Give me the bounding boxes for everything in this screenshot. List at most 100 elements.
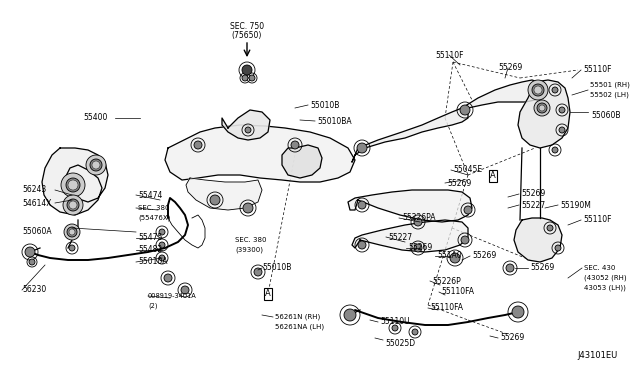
Text: 55269: 55269 xyxy=(500,334,524,343)
Text: 55227: 55227 xyxy=(521,201,545,209)
Text: 55045E: 55045E xyxy=(453,166,482,174)
Circle shape xyxy=(512,306,524,318)
Circle shape xyxy=(559,107,565,113)
Text: 55110FA: 55110FA xyxy=(430,304,463,312)
Text: 55269: 55269 xyxy=(447,179,471,187)
Circle shape xyxy=(358,241,366,249)
Text: (75650): (75650) xyxy=(232,31,262,40)
Circle shape xyxy=(464,206,472,214)
Circle shape xyxy=(414,244,422,252)
Circle shape xyxy=(552,87,558,93)
Text: 55502 (LH): 55502 (LH) xyxy=(590,92,629,98)
Circle shape xyxy=(245,127,251,133)
Circle shape xyxy=(555,245,561,251)
Circle shape xyxy=(68,180,78,190)
Circle shape xyxy=(164,274,172,282)
Circle shape xyxy=(532,84,544,96)
Text: 55269: 55269 xyxy=(472,251,496,260)
Text: SEC. 380: SEC. 380 xyxy=(235,237,266,243)
Circle shape xyxy=(559,127,565,133)
Circle shape xyxy=(547,225,553,231)
Text: (2): (2) xyxy=(148,303,157,309)
Polygon shape xyxy=(348,190,472,222)
Text: 55190M: 55190M xyxy=(560,201,591,209)
Circle shape xyxy=(506,264,514,272)
Text: 008919-3401A: 008919-3401A xyxy=(148,293,196,299)
Text: SEC. 380: SEC. 380 xyxy=(138,205,170,211)
Text: 55226P: 55226P xyxy=(432,276,461,285)
Polygon shape xyxy=(518,80,570,148)
Polygon shape xyxy=(514,218,562,262)
Text: 55010B: 55010B xyxy=(310,100,339,109)
Circle shape xyxy=(243,203,253,213)
Text: J43101EU: J43101EU xyxy=(578,351,618,360)
Text: 55269: 55269 xyxy=(408,244,432,253)
Circle shape xyxy=(254,268,262,276)
Text: 55010A: 55010A xyxy=(138,257,168,266)
Circle shape xyxy=(67,199,79,211)
Circle shape xyxy=(537,103,547,113)
Text: 56243: 56243 xyxy=(22,186,46,195)
Circle shape xyxy=(159,229,165,235)
Circle shape xyxy=(25,247,35,257)
Text: 55400: 55400 xyxy=(84,113,108,122)
Circle shape xyxy=(69,201,77,209)
Circle shape xyxy=(64,224,80,240)
Circle shape xyxy=(86,155,106,175)
Polygon shape xyxy=(352,220,468,252)
Circle shape xyxy=(159,255,165,261)
Text: 55269: 55269 xyxy=(521,189,545,199)
Text: SEC. 750: SEC. 750 xyxy=(230,22,264,31)
Text: 55482: 55482 xyxy=(138,246,162,254)
Circle shape xyxy=(69,245,75,251)
Circle shape xyxy=(461,236,469,244)
Text: 55269: 55269 xyxy=(530,263,554,273)
Text: 55110U: 55110U xyxy=(380,317,410,327)
Circle shape xyxy=(358,201,366,209)
Circle shape xyxy=(414,218,422,226)
Text: A: A xyxy=(490,171,496,180)
Circle shape xyxy=(249,75,255,81)
Polygon shape xyxy=(222,110,270,140)
Text: 54614X: 54614X xyxy=(22,199,51,208)
Polygon shape xyxy=(462,80,542,108)
Text: 55501 (RH): 55501 (RH) xyxy=(590,82,630,88)
Text: 55110F: 55110F xyxy=(583,215,611,224)
Text: 55227: 55227 xyxy=(388,232,412,241)
Circle shape xyxy=(344,309,356,321)
Text: 56261NA (LH): 56261NA (LH) xyxy=(275,324,324,330)
Circle shape xyxy=(61,173,85,197)
Polygon shape xyxy=(165,125,355,182)
Circle shape xyxy=(534,86,542,94)
Text: 55060B: 55060B xyxy=(591,110,621,119)
Text: (39300): (39300) xyxy=(235,247,263,253)
Circle shape xyxy=(66,178,80,192)
Circle shape xyxy=(159,242,165,248)
Circle shape xyxy=(534,100,550,116)
Circle shape xyxy=(291,141,299,149)
Text: 55110FA: 55110FA xyxy=(441,288,474,296)
Circle shape xyxy=(412,329,418,335)
Text: 56230: 56230 xyxy=(22,285,46,295)
Circle shape xyxy=(29,259,35,265)
Circle shape xyxy=(242,65,252,75)
Polygon shape xyxy=(186,178,262,210)
Circle shape xyxy=(92,161,100,169)
Polygon shape xyxy=(42,148,108,215)
Text: 55110F: 55110F xyxy=(583,65,611,74)
Text: 55025D: 55025D xyxy=(385,339,415,347)
Circle shape xyxy=(194,141,202,149)
Polygon shape xyxy=(282,145,322,178)
Text: 55474: 55474 xyxy=(138,190,163,199)
Circle shape xyxy=(242,75,248,81)
Text: SEC. 430: SEC. 430 xyxy=(584,265,616,271)
Text: A: A xyxy=(265,289,271,298)
Circle shape xyxy=(528,80,548,100)
Circle shape xyxy=(392,325,398,331)
Circle shape xyxy=(552,147,558,153)
Circle shape xyxy=(181,286,189,294)
Circle shape xyxy=(539,105,545,111)
Circle shape xyxy=(450,253,460,263)
Text: 55010BA: 55010BA xyxy=(317,116,351,125)
Circle shape xyxy=(63,195,83,215)
